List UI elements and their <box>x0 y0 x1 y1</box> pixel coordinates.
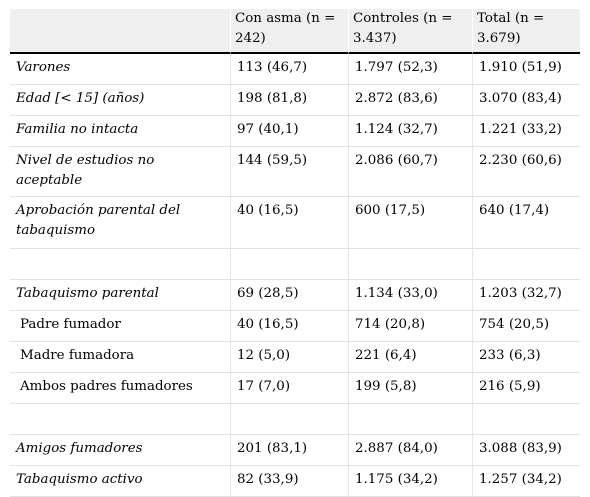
header-row: Con asma (n = 242) Controles (n = 3.437)… <box>10 9 580 54</box>
table-row: Madre fumadora 12 (5,0) 221 (6,4) 233 (6… <box>10 342 580 373</box>
spacer-cell <box>348 249 472 280</box>
table-row: Edad [< 15] (años) 198 (81,8) 2.872 (83,… <box>10 85 580 116</box>
header-cell-empty <box>10 9 230 54</box>
cell-total: 1.910 (51,9) <box>472 54 580 85</box>
table-row: Varones 113 (46,7) 1.797 (52,3) 1.910 (5… <box>10 54 580 85</box>
cell-total: 1.257 (34,2) <box>472 466 580 497</box>
header-cell-con-asma: Con asma (n = 242) <box>230 9 348 54</box>
row-label: Tabaquismo parental <box>10 280 230 311</box>
cell-controles: 199 (5,8) <box>348 373 472 404</box>
cell-con-asma: 40 (16,5) <box>230 197 348 249</box>
cell-con-asma: 144 (59,5) <box>230 147 348 197</box>
cell-total: 2.230 (60,6) <box>472 147 580 197</box>
spacer-row <box>10 249 580 280</box>
cell-con-asma: 113 (46,7) <box>230 54 348 85</box>
table-row: Nivel de estudios no aceptable 144 (59,5… <box>10 147 580 197</box>
row-label: Nivel de estudios no aceptable <box>10 147 230 197</box>
cell-controles: 221 (6,4) <box>348 342 472 373</box>
cell-total: 3.088 (83,9) <box>472 435 580 466</box>
cell-controles: 2.872 (83,6) <box>348 85 472 116</box>
header-cell-total: Total (n = 3.679) <box>472 9 580 54</box>
cell-total: 233 (6,3) <box>472 342 580 373</box>
cell-total: 1.221 (33,2) <box>472 116 580 147</box>
cell-controles: 1.124 (32,7) <box>348 116 472 147</box>
spacer-cell <box>472 249 580 280</box>
row-label: Padre fumador <box>10 311 230 342</box>
cell-total: 754 (20,5) <box>472 311 580 342</box>
table-row: Tabaquismo parental 69 (28,5) 1.134 (33,… <box>10 280 580 311</box>
row-label: Edad [< 15] (años) <box>10 85 230 116</box>
cell-controles: 1.134 (33,0) <box>348 280 472 311</box>
data-table: Con asma (n = 242) Controles (n = 3.437)… <box>10 9 580 497</box>
cell-con-asma: 198 (81,8) <box>230 85 348 116</box>
header-cell-controles: Controles (n = 3.437) <box>348 9 472 54</box>
cell-con-asma: 69 (28,5) <box>230 280 348 311</box>
cell-total: 3.070 (83,4) <box>472 85 580 116</box>
row-label: Amigos fumadores <box>10 435 230 466</box>
row-label: Familia no intacta <box>10 116 230 147</box>
spacer-cell <box>348 404 472 435</box>
cell-total: 1.203 (32,7) <box>472 280 580 311</box>
row-label: Tabaquismo activo <box>10 466 230 497</box>
table-row: Familia no intacta 97 (40,1) 1.124 (32,7… <box>10 116 580 147</box>
table-row: Amigos fumadores 201 (83,1) 2.887 (84,0)… <box>10 435 580 466</box>
cell-controles: 600 (17,5) <box>348 197 472 249</box>
cell-con-asma: 201 (83,1) <box>230 435 348 466</box>
table-row: Ambos padres fumadores 17 (7,0) 199 (5,8… <box>10 373 580 404</box>
spacer-cell <box>10 404 230 435</box>
cell-total: 640 (17,4) <box>472 197 580 249</box>
cell-con-asma: 82 (33,9) <box>230 466 348 497</box>
spacer-cell <box>472 404 580 435</box>
row-label: Madre fumadora <box>10 342 230 373</box>
row-label: Aprobación parental del tabaquismo <box>10 197 230 249</box>
cell-con-asma: 17 (7,0) <box>230 373 348 404</box>
cell-controles: 714 (20,8) <box>348 311 472 342</box>
row-label: Varones <box>10 54 230 85</box>
spacer-row <box>10 404 580 435</box>
cell-controles: 2.086 (60,7) <box>348 147 472 197</box>
table-row: Padre fumador 40 (16,5) 714 (20,8) 754 (… <box>10 311 580 342</box>
table-row: Aprobación parental del tabaquismo 40 (1… <box>10 197 580 249</box>
cell-controles: 1.175 (34,2) <box>348 466 472 497</box>
cell-controles: 1.797 (52,3) <box>348 54 472 85</box>
cell-con-asma: 40 (16,5) <box>230 311 348 342</box>
cell-total: 216 (5,9) <box>472 373 580 404</box>
cell-controles: 2.887 (84,0) <box>348 435 472 466</box>
cell-con-asma: 97 (40,1) <box>230 116 348 147</box>
cell-con-asma: 12 (5,0) <box>230 342 348 373</box>
spacer-cell <box>10 249 230 280</box>
row-label: Ambos padres fumadores <box>10 373 230 404</box>
spacer-cell <box>230 404 348 435</box>
table-row: Tabaquismo activo 82 (33,9) 1.175 (34,2)… <box>10 466 580 497</box>
spacer-cell <box>230 249 348 280</box>
